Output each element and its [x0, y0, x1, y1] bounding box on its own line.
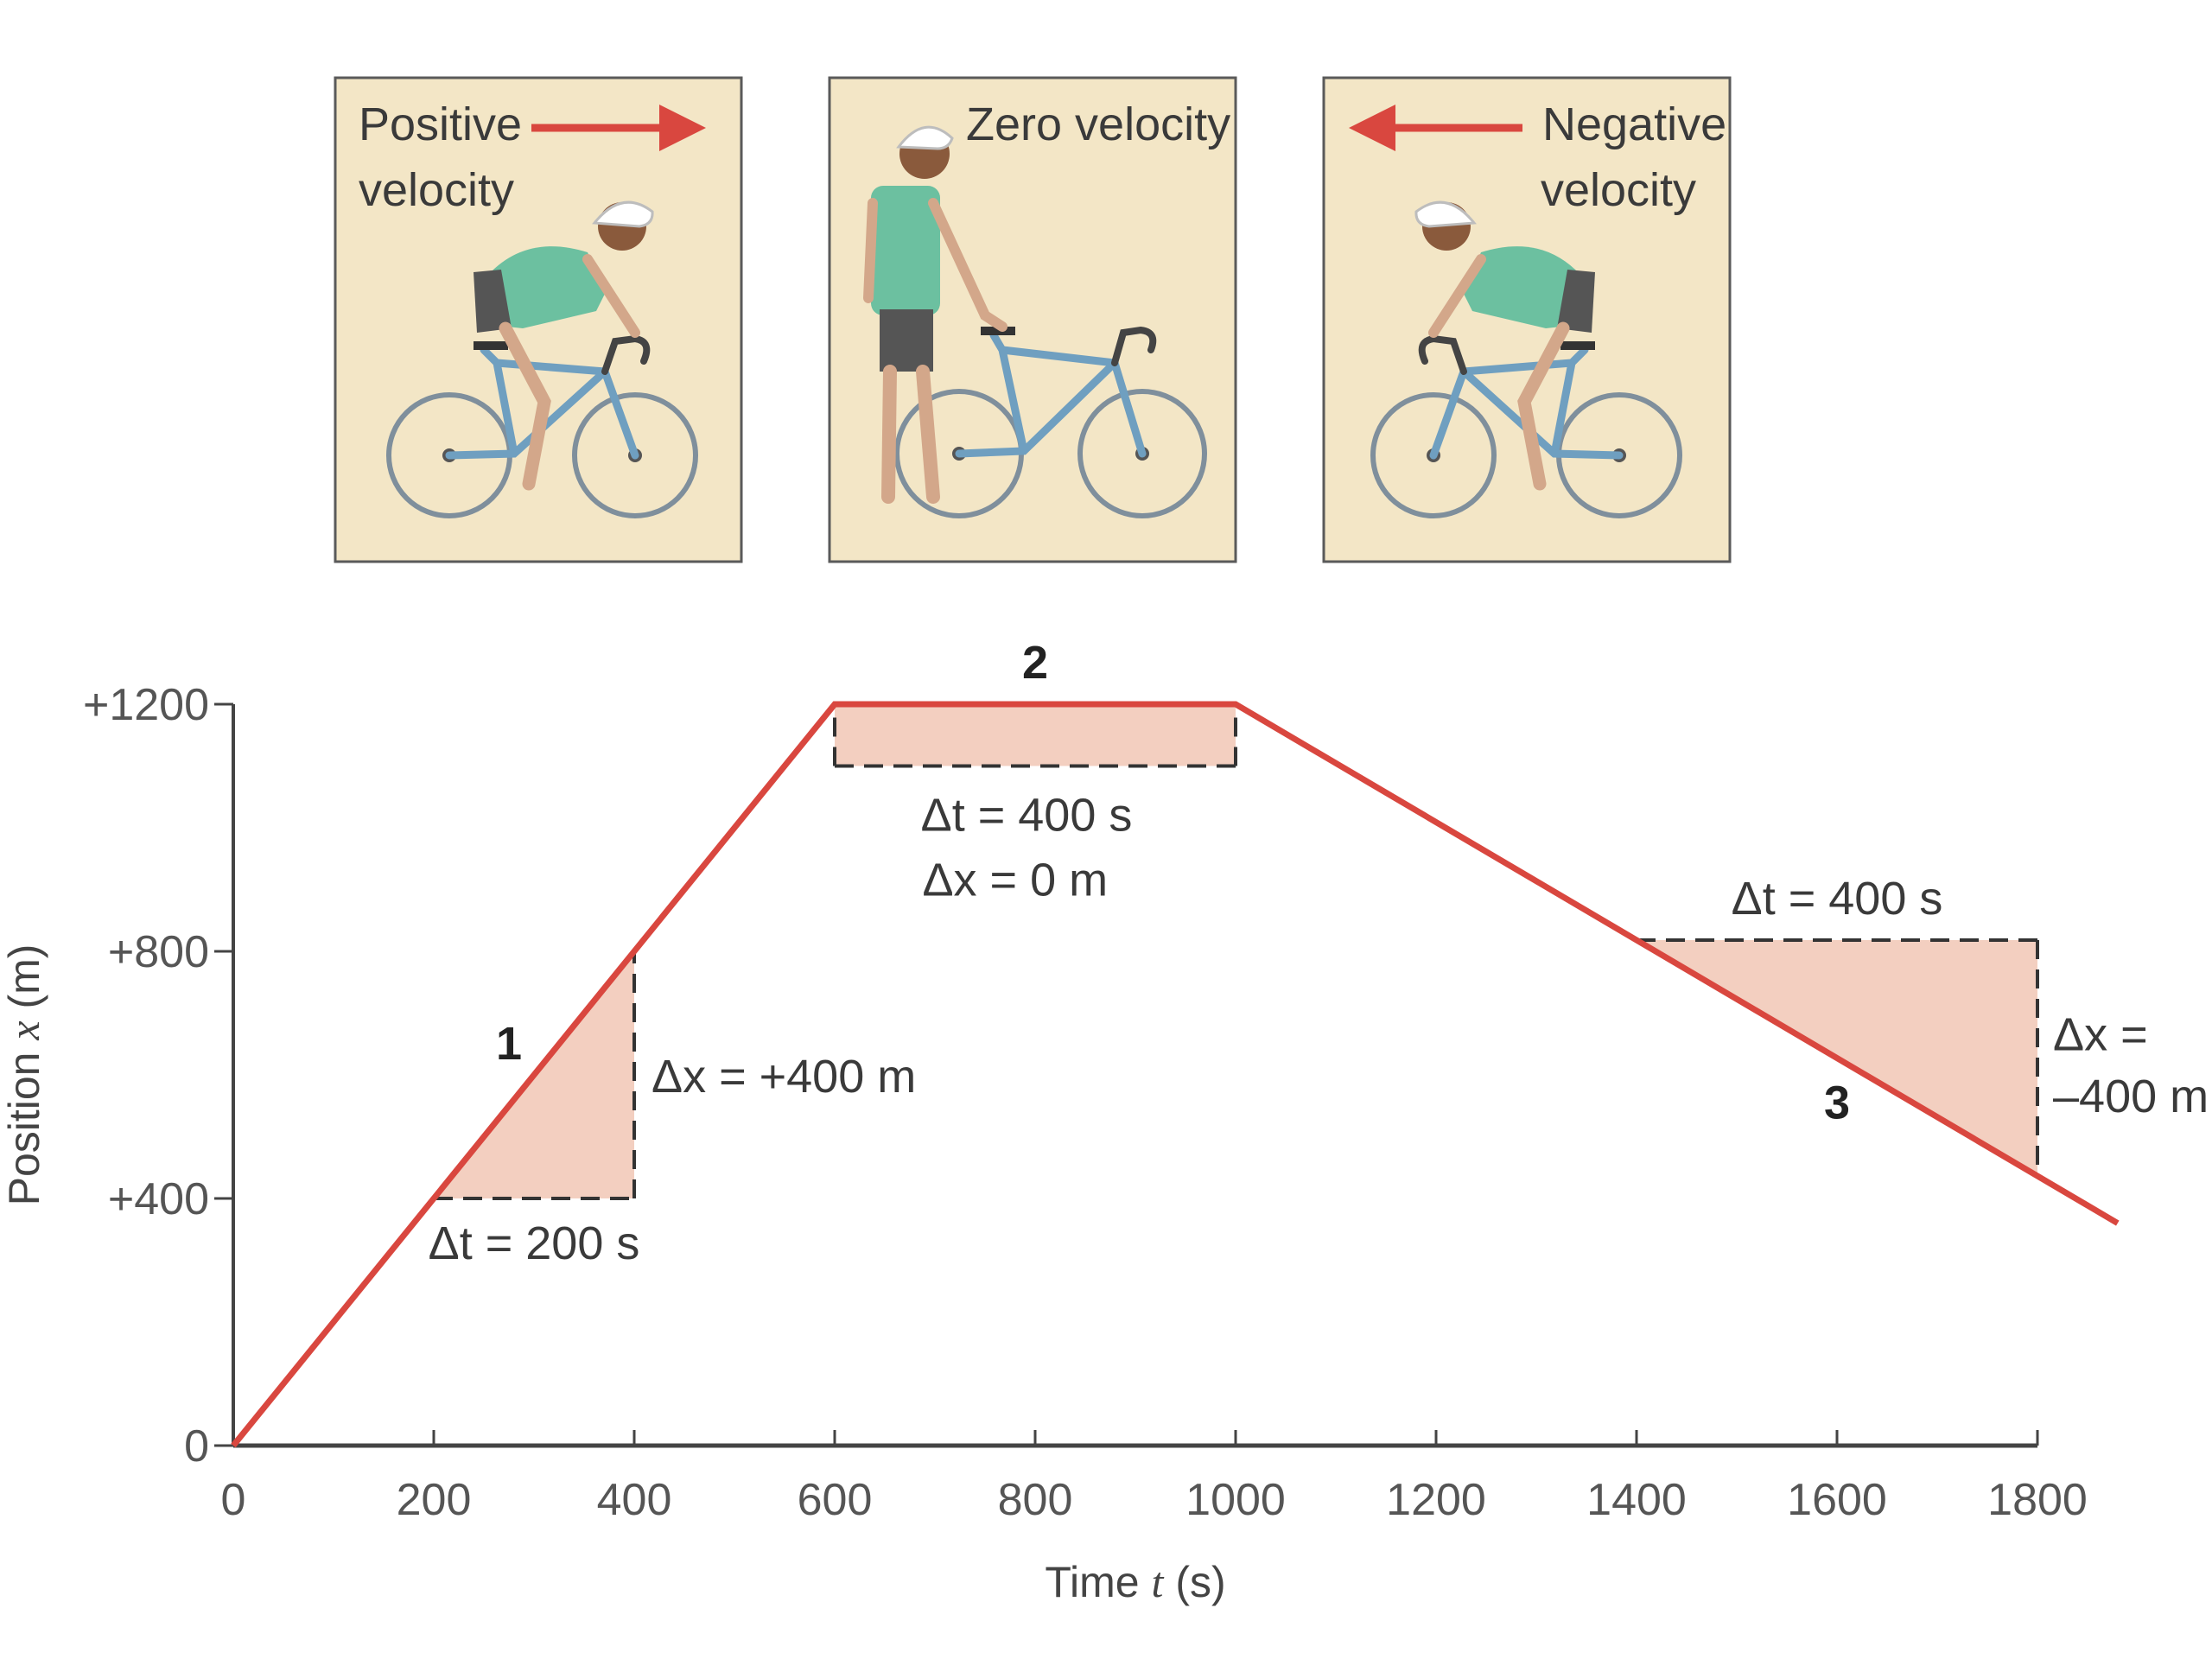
y-ticks: 0 +400 +800 +1200	[83, 680, 233, 1471]
x-tick-label: 1600	[1787, 1475, 1887, 1525]
panel-negative-label-1: Negative	[1542, 99, 1726, 150]
x-tick-label: 1000	[1185, 1475, 1286, 1525]
position-line	[231, 701, 2120, 1448]
x-tick-label: 400	[597, 1475, 672, 1525]
x-axis-title-suffix: (s)	[1163, 1558, 1225, 1606]
segment-2-dt: Δt = 400 s	[921, 790, 1133, 842]
cyclist-riding-left-icon	[1370, 200, 1682, 518]
y-tick-label: 0	[184, 1421, 209, 1471]
segment-3-dx-line-1: Δx =	[2053, 1008, 2148, 1060]
y-axis-title: Position x (m)	[0, 944, 48, 1206]
x-axis-title: Time t (s)	[1045, 1558, 1225, 1606]
segment-3-dt: Δt = 400 s	[1732, 873, 1943, 925]
panel-negative-velocity: Negative velocity	[1322, 76, 1732, 563]
y-axis-title-prefix: Position	[0, 1040, 48, 1206]
segment-2-dx: Δx = 0 m	[922, 855, 1108, 906]
x-tick-label: 1800	[1987, 1475, 2088, 1525]
panel-positive-label-2: velocity	[359, 164, 514, 216]
x-axis-title-prefix: Time	[1045, 1558, 1151, 1606]
segment-2-label: 2	[1022, 637, 1048, 689]
segment-1-dx: Δx = +400 m	[652, 1051, 916, 1103]
panel-zero-velocity: Zero velocity	[828, 76, 1237, 563]
cyclist-riding-right-icon	[386, 200, 698, 518]
dashed-guides	[434, 704, 2039, 1200]
y-tick-label: +1200	[83, 680, 209, 730]
x-ticks: 0 200 400 600 800 1000 1200 1400 1600 1800	[221, 1430, 2088, 1525]
x-tick-label: 1200	[1386, 1475, 1486, 1525]
x-axis-title-var: t	[1152, 1558, 1165, 1606]
x-tick-label: 200	[397, 1475, 472, 1525]
panel-positive-label-1: Positive	[359, 99, 522, 150]
y-tick-label: +800	[108, 927, 209, 977]
segment-fills	[434, 704, 2037, 1198]
panel-zero-label: Zero velocity	[966, 99, 1230, 150]
y-tick-label: +400	[108, 1174, 209, 1224]
panel-negative-label-2: velocity	[1541, 164, 1696, 216]
segment-1-label: 1	[496, 1018, 522, 1070]
segment-2-fill	[835, 704, 1236, 766]
cyclist-standing-icon	[863, 125, 1207, 518]
x-tick-label: 0	[221, 1475, 246, 1525]
segment-3-dx-line-2: –400 m	[2053, 1071, 2209, 1122]
x-tick-label: 1400	[1586, 1475, 1687, 1525]
axes	[232, 704, 2037, 1448]
segment-3-label: 3	[1824, 1077, 1850, 1129]
segment-1-dt: Δt = 200 s	[429, 1217, 640, 1269]
panel-positive-velocity: Positive velocity	[334, 76, 743, 563]
y-axis-title-var: x	[0, 1020, 48, 1040]
y-axis-title-suffix: (m)	[0, 944, 48, 1021]
x-tick-label: 800	[998, 1475, 1073, 1525]
x-tick-label: 600	[798, 1475, 873, 1525]
position-time-chart: 0 200 400 600 800 1000 1200 1400 1600 1800 0 +400 +…	[0, 637, 2209, 1606]
